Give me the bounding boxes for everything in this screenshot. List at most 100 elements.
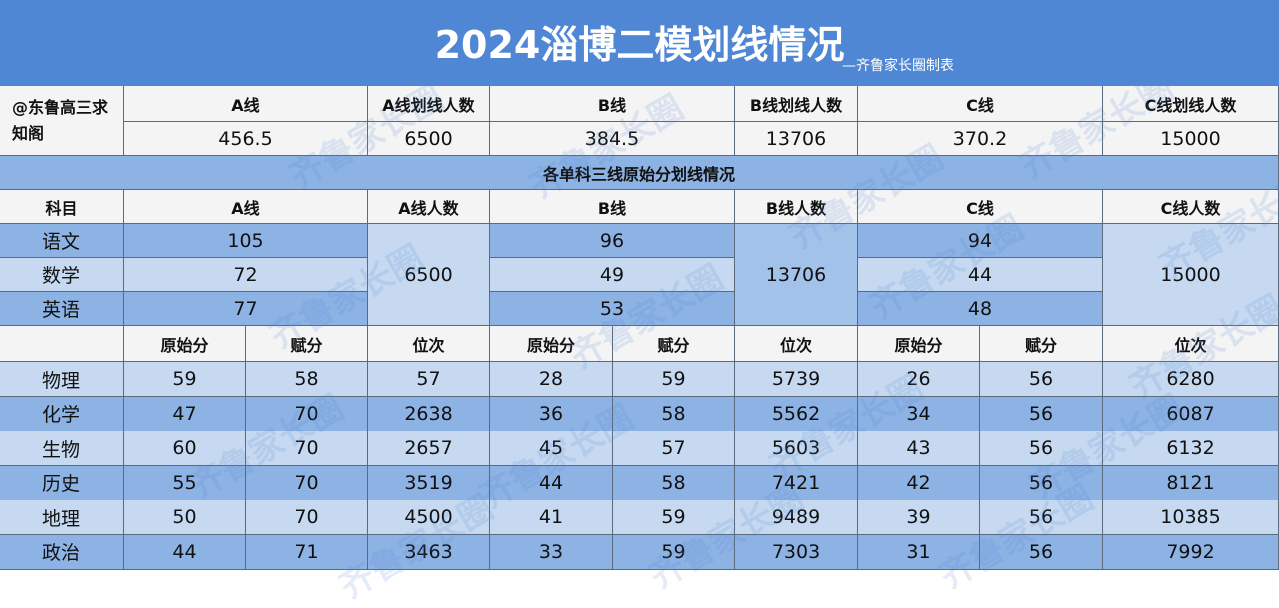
header-single-a-count: A线人数	[368, 190, 490, 224]
chinese-c: 94	[858, 224, 1103, 258]
elective-cell: 44	[490, 465, 613, 501]
header-c-count: C线划线人数	[1103, 86, 1279, 122]
elective-cell: 57	[368, 362, 490, 397]
elective-subject: 历史	[0, 465, 124, 501]
elective-cell: 44	[124, 534, 246, 570]
elective-header: 赋分	[246, 326, 368, 362]
elective-cell: 55	[124, 465, 246, 501]
elective-cell: 70	[246, 431, 368, 466]
elective-cell: 71	[246, 534, 368, 570]
elective-cell: 59	[613, 534, 735, 570]
header-b-count: B线划线人数	[735, 86, 858, 122]
elective-cell: 56	[980, 431, 1103, 466]
elective-cell: 34	[858, 396, 980, 432]
elective-cell: 58	[246, 362, 368, 397]
header-c-line: C线	[858, 86, 1103, 122]
value-a-count: 6500	[368, 122, 490, 156]
elective-subject: 化学	[0, 396, 124, 432]
elective-cell: 6087	[1103, 396, 1279, 432]
elective-cell: 31	[858, 534, 980, 570]
elective-cell: 70	[246, 396, 368, 432]
header-single-c-count: C线人数	[1103, 190, 1279, 224]
elective-cell: 59	[613, 362, 735, 397]
elective-corner	[0, 326, 124, 362]
header-single-a: A线	[124, 190, 368, 224]
elective-cell: 58	[613, 396, 735, 432]
elective-cell: 7303	[735, 534, 858, 570]
value-c-line: 370.2	[858, 122, 1103, 156]
header-single-b-count: B线人数	[735, 190, 858, 224]
math-a: 72	[124, 258, 368, 292]
elective-cell: 5562	[735, 396, 858, 432]
title-banner: 2024淄博二模划线情况 —齐鲁家长圈制表	[0, 0, 1279, 86]
chinese-b: 96	[490, 224, 735, 258]
elective-header: 原始分	[124, 326, 246, 362]
subject-english: 英语	[0, 292, 124, 326]
elective-cell: 41	[490, 500, 613, 535]
elective-cell: 59	[613, 500, 735, 535]
elective-cell: 6280	[1103, 362, 1279, 397]
value-b-count: 13706	[735, 122, 858, 156]
elective-cell: 26	[858, 362, 980, 397]
single-b-count: 13706	[735, 224, 858, 326]
elective-cell: 39	[858, 500, 980, 535]
elective-cell: 57	[613, 431, 735, 466]
elective-header: 位次	[1103, 326, 1279, 362]
header-b-line: B线	[490, 86, 735, 122]
elective-header: 原始分	[858, 326, 980, 362]
elective-cell: 2657	[368, 431, 490, 466]
elective-header: 原始分	[490, 326, 613, 362]
elective-header: 位次	[735, 326, 858, 362]
header-a-line: A线	[124, 86, 368, 122]
elective-cell: 3463	[368, 534, 490, 570]
header-subject: 科目	[0, 190, 124, 224]
elective-cell: 47	[124, 396, 246, 432]
elective-cell: 45	[490, 431, 613, 466]
elective-cell: 56	[980, 500, 1103, 535]
english-b: 53	[490, 292, 735, 326]
chinese-a: 105	[124, 224, 368, 258]
value-a-line: 456.5	[124, 122, 368, 156]
elective-cell: 43	[858, 431, 980, 466]
value-c-count: 15000	[1103, 122, 1279, 156]
header-single-b: B线	[490, 190, 735, 224]
elective-cell: 3519	[368, 465, 490, 501]
page-subtitle: —齐鲁家长圈制表	[842, 58, 954, 74]
elective-cell: 59	[124, 362, 246, 397]
elective-cell: 36	[490, 396, 613, 432]
elective-cell: 5739	[735, 362, 858, 397]
elective-cell: 42	[858, 465, 980, 501]
single-c-count: 15000	[1103, 224, 1279, 326]
english-c: 48	[858, 292, 1103, 326]
elective-cell: 2638	[368, 396, 490, 432]
value-b-line: 384.5	[490, 122, 735, 156]
elective-cell: 9489	[735, 500, 858, 535]
elective-cell: 5603	[735, 431, 858, 466]
elective-cell: 33	[490, 534, 613, 570]
elective-cell: 56	[980, 534, 1103, 570]
header-a-count: A线划线人数	[368, 86, 490, 122]
math-c: 44	[858, 258, 1103, 292]
source-note: @东鲁高三求知阁	[0, 86, 124, 156]
elective-cell: 28	[490, 362, 613, 397]
elective-cell: 7992	[1103, 534, 1279, 570]
elective-cell: 8121	[1103, 465, 1279, 501]
subject-math: 数学	[0, 258, 124, 292]
elective-cell: 56	[980, 396, 1103, 432]
elective-subject: 生物	[0, 431, 124, 466]
elective-cell: 10385	[1103, 500, 1279, 535]
header-single-c: C线	[858, 190, 1103, 224]
elective-cell: 4500	[368, 500, 490, 535]
elective-header: 赋分	[980, 326, 1103, 362]
english-a: 77	[124, 292, 368, 326]
elective-subject: 物理	[0, 362, 124, 397]
elective-cell: 70	[246, 500, 368, 535]
elective-cell: 50	[124, 500, 246, 535]
math-b: 49	[490, 258, 735, 292]
elective-cell: 7421	[735, 465, 858, 501]
elective-cell: 56	[980, 362, 1103, 397]
elective-header: 赋分	[613, 326, 735, 362]
elective-cell: 56	[980, 465, 1103, 501]
elective-subject: 政治	[0, 534, 124, 570]
elective-subject: 地理	[0, 500, 124, 535]
